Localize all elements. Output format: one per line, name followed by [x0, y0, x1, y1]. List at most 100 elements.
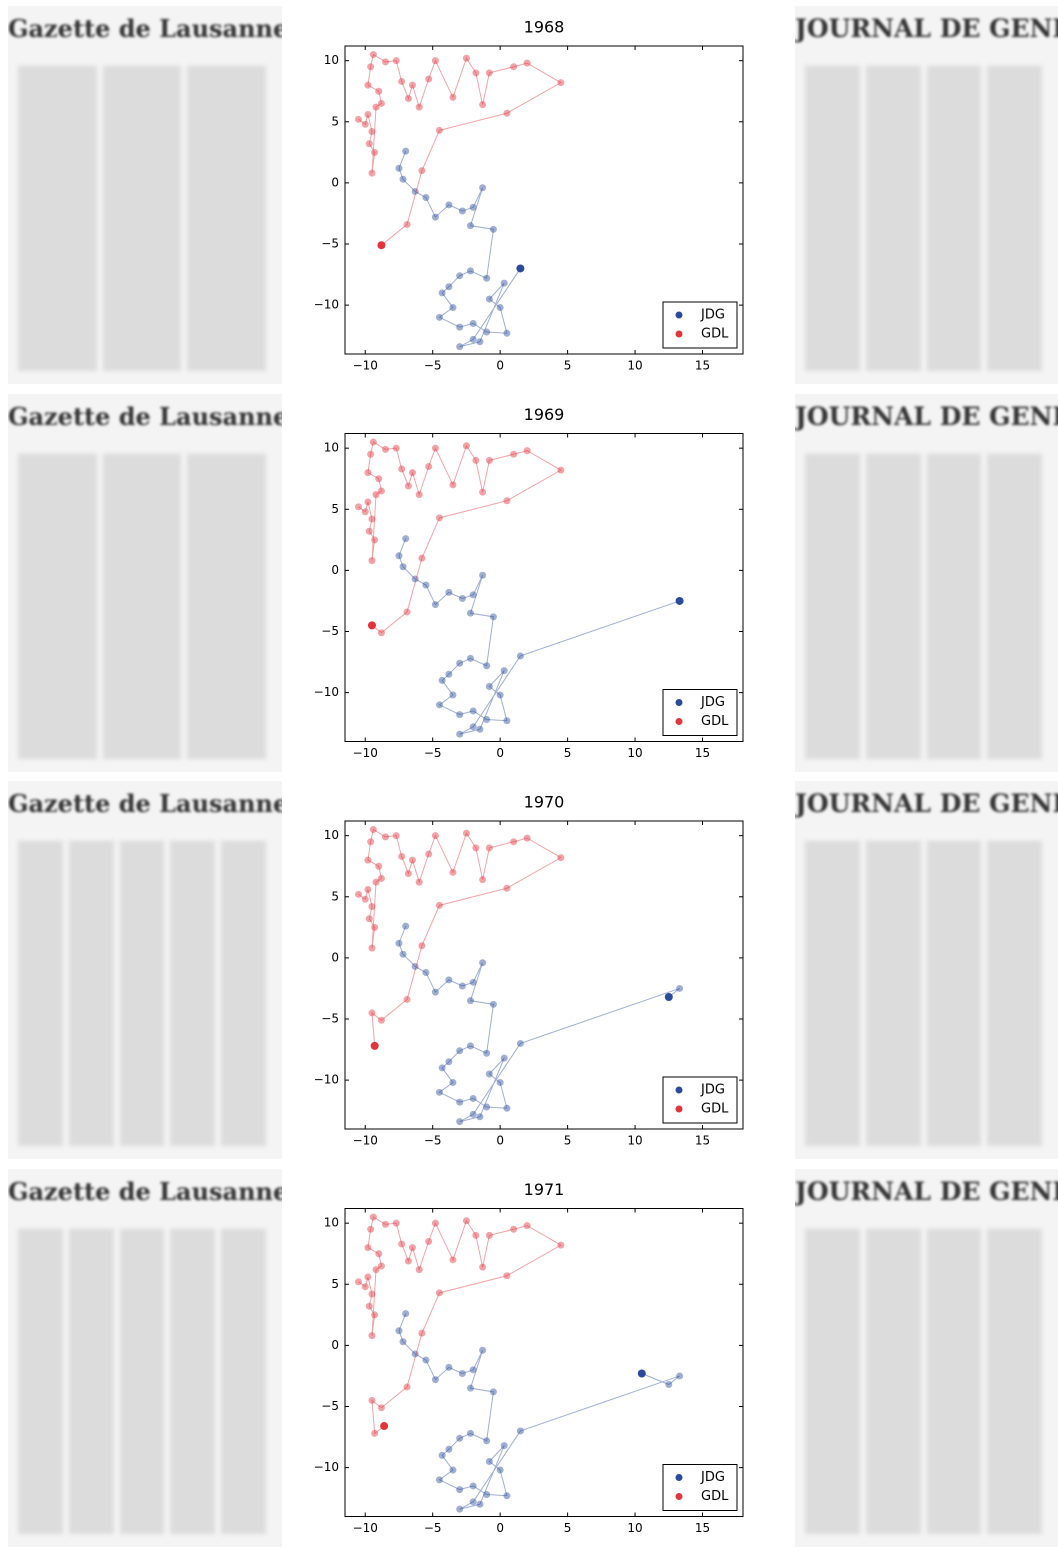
point	[470, 1498, 477, 1505]
point	[368, 1332, 375, 1339]
x-tick-label: 15	[695, 1134, 710, 1148]
point	[472, 457, 479, 464]
x-tick-label: −5	[424, 746, 442, 760]
masthead: JOURNAL DE GENÈVE	[795, 789, 1058, 818]
newspaper-journal: JOURNAL DE GENÈVE	[795, 394, 1058, 772]
point	[366, 528, 373, 535]
point	[375, 475, 382, 482]
trajectory-line	[358, 442, 560, 633]
point	[400, 951, 407, 958]
text-column	[866, 1229, 921, 1534]
point	[445, 976, 452, 983]
point	[483, 1437, 490, 1444]
x-tick-label: 10	[627, 1521, 642, 1535]
point	[497, 304, 504, 311]
x-tick-label: −5	[424, 1521, 442, 1535]
legend-marker	[676, 1087, 683, 1094]
point	[439, 677, 446, 684]
point	[503, 497, 510, 504]
point	[445, 1446, 452, 1453]
point	[510, 838, 517, 845]
point	[367, 63, 374, 70]
point	[456, 343, 463, 350]
point	[382, 833, 389, 840]
point	[467, 1430, 474, 1437]
plot-area	[355, 439, 684, 738]
point	[416, 104, 423, 111]
x-tick-label: 5	[564, 1134, 572, 1148]
newspaper-gazette: Gazette de Lausanne	[8, 394, 282, 772]
point	[503, 1492, 510, 1499]
point	[405, 483, 412, 490]
point	[409, 1244, 416, 1251]
point	[676, 1372, 683, 1379]
point	[467, 997, 474, 1004]
point	[367, 838, 374, 845]
point	[364, 498, 371, 505]
point	[382, 58, 389, 65]
legend-marker	[676, 718, 683, 725]
point	[456, 1047, 463, 1054]
point	[501, 1442, 508, 1449]
masthead: JOURNAL DE GENÈVE	[795, 1177, 1058, 1206]
point	[456, 1435, 463, 1442]
point	[463, 55, 470, 62]
point	[459, 595, 466, 602]
point	[366, 915, 373, 922]
point	[395, 165, 402, 172]
point	[404, 996, 411, 1003]
x-tick-label: −10	[353, 359, 378, 373]
point	[432, 989, 439, 996]
point	[479, 184, 486, 191]
point	[439, 289, 446, 296]
point	[501, 1055, 508, 1062]
legend-label: JDG	[700, 308, 725, 323]
chart-title: 1970	[524, 793, 565, 812]
point	[425, 1238, 432, 1245]
point	[393, 57, 400, 64]
point	[449, 692, 456, 699]
current-point	[638, 1370, 646, 1378]
legend-label: JDG	[700, 1470, 725, 1485]
trajectory-line	[358, 830, 560, 1046]
point	[470, 707, 477, 714]
legend-marker	[676, 699, 683, 706]
y-tick-label: 0	[331, 175, 339, 189]
point	[371, 536, 378, 543]
masthead: JOURNAL DE GENÈVE	[795, 14, 1058, 43]
point	[375, 1250, 382, 1257]
plot-area	[355, 826, 683, 1125]
legend-label: GDL	[701, 1102, 729, 1117]
point	[355, 503, 362, 510]
point	[476, 1501, 483, 1508]
legend-label: GDL	[701, 1489, 729, 1504]
point	[476, 338, 483, 345]
point	[470, 1111, 477, 1118]
point	[445, 1364, 452, 1371]
text-column	[927, 841, 982, 1146]
point	[370, 826, 377, 833]
x-tick-label: 10	[627, 746, 642, 760]
point	[459, 1370, 466, 1377]
y-tick-label: 10	[324, 828, 339, 842]
point	[364, 111, 371, 118]
text-column	[866, 66, 921, 371]
point	[418, 555, 425, 562]
point	[524, 60, 531, 67]
point	[449, 481, 456, 488]
point	[503, 1272, 510, 1279]
point	[467, 1385, 474, 1392]
y-tick-label: −10	[314, 685, 339, 699]
text-column	[18, 1229, 63, 1534]
point	[470, 723, 477, 730]
point	[445, 201, 452, 208]
text-column	[927, 1229, 982, 1534]
point	[436, 1089, 443, 1096]
point	[445, 283, 452, 290]
x-tick-label: −5	[424, 1134, 442, 1148]
text-column	[987, 454, 1042, 759]
x-tick-label: 5	[564, 1521, 572, 1535]
point	[398, 78, 405, 85]
point	[436, 1289, 443, 1296]
point	[416, 1266, 423, 1273]
